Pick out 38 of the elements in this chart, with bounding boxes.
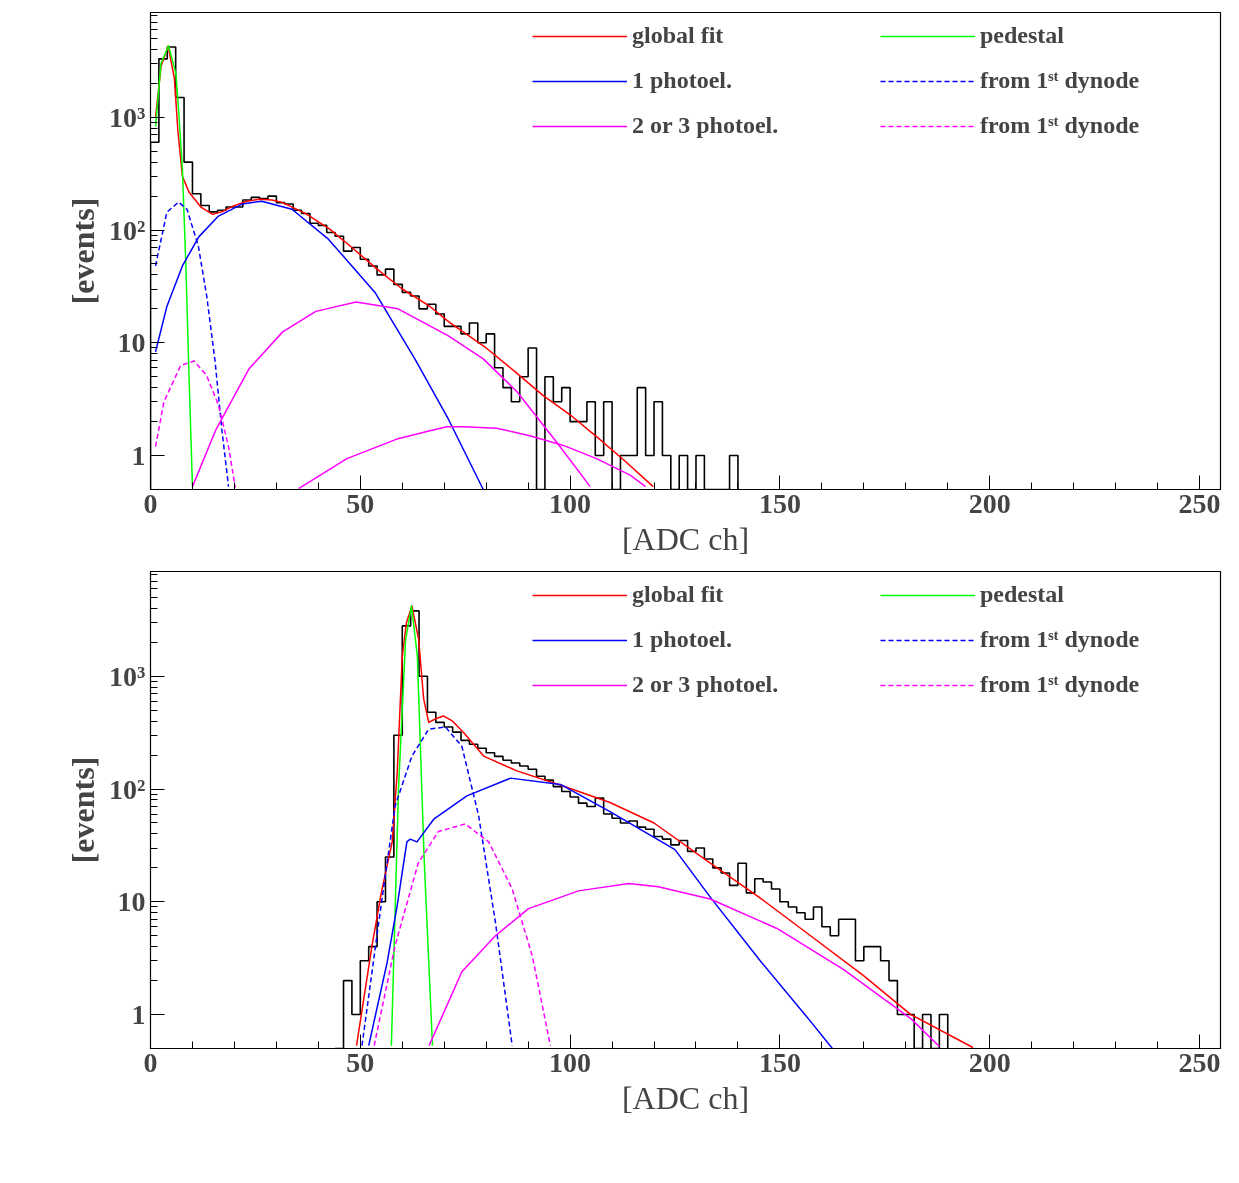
x-tick-label: 200 [968, 1046, 1011, 1078]
x-tick-label: 250 [1178, 1046, 1221, 1078]
x-tick-label: 50 [346, 487, 375, 519]
legend-label: from 1ˢᵗ dynode [980, 671, 1141, 698]
y-tick-label: 10² [109, 214, 146, 246]
x-tick-label: 0 [143, 1046, 158, 1078]
y-tick-label: 10³ [109, 101, 146, 133]
legend-label: 2 or 3 photoel. [632, 671, 780, 698]
x-tick-label: 100 [549, 487, 592, 519]
x-tick-label: 50 [346, 1046, 375, 1078]
legend-label: pedestal [980, 22, 1065, 49]
legend-label: from 1ˢᵗ dynode [980, 626, 1141, 653]
x-axis-title: [ADC ch] [621, 1079, 750, 1116]
legend-label: from 1ˢᵗ dynode [980, 67, 1141, 94]
x-tick-label: 100 [549, 1046, 592, 1078]
legend-label: pedestal [980, 581, 1065, 608]
line-series [154, 200, 484, 490]
y-axis-title: [events] [65, 197, 102, 305]
x-tick-label: 250 [1178, 487, 1221, 519]
legend-label: 1 photoel. [632, 626, 733, 653]
y-tick-label: 10 [117, 327, 146, 359]
y-tick-label: 10 [117, 886, 146, 918]
x-tick-label: 150 [758, 487, 801, 519]
y-axis-title: [events] [65, 756, 102, 864]
y-tick-label: 1 [131, 999, 146, 1031]
x-tick-label: 0 [143, 487, 158, 519]
x-tick-label: 200 [968, 487, 1011, 519]
y-tick-label: 1 [131, 440, 146, 472]
legend-label: from 1ˢᵗ dynode [980, 112, 1141, 139]
y-tick-label: 10³ [109, 660, 146, 692]
y-tick-label: 10² [109, 773, 146, 805]
line-series [390, 605, 434, 1047]
x-axis-title: [ADC ch] [621, 520, 750, 557]
legend-label: 2 or 3 photoel. [632, 112, 780, 139]
legend-label: global fit [632, 22, 725, 49]
legend-label: global fit [632, 581, 725, 608]
legend-label: 1 photoel. [632, 67, 733, 94]
x-tick-label: 150 [758, 1046, 801, 1078]
